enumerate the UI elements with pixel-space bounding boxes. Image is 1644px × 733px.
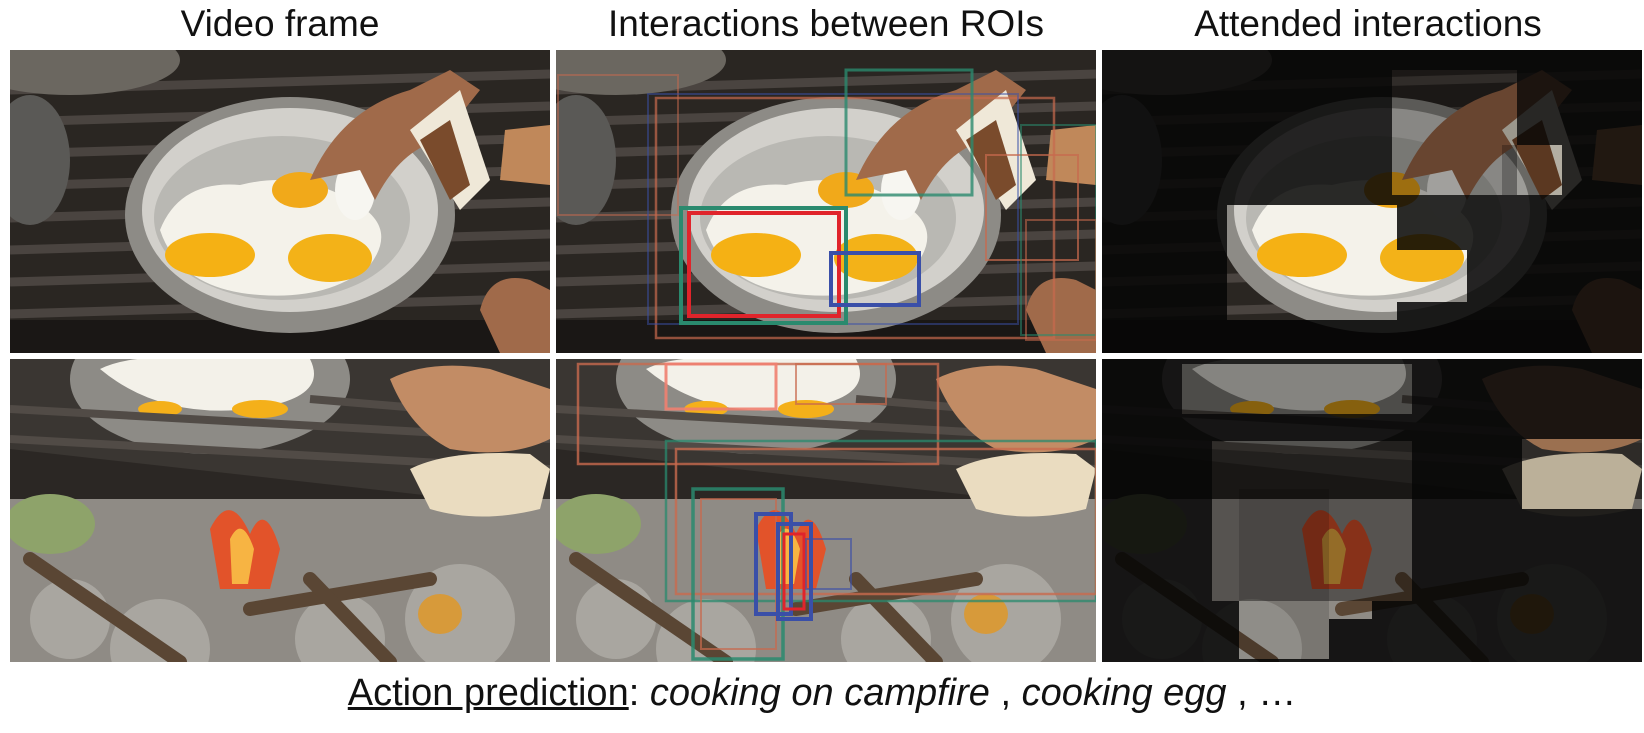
caption-separator-1: ,: [989, 672, 1022, 714]
title-attended: Attended interactions: [1194, 3, 1542, 44]
roi-box: [687, 211, 841, 318]
roi-box: [754, 512, 793, 616]
roi-box: [674, 447, 1096, 596]
roi-interactions-top: [556, 50, 1096, 353]
roi-box: [654, 96, 1056, 340]
roi-box: [1025, 219, 1096, 341]
roi-interactions-bottom: [556, 359, 1096, 662]
roi-box: [664, 439, 1096, 603]
roi-box: [557, 74, 679, 216]
roi-box: [829, 251, 921, 307]
roi-box: [805, 538, 852, 590]
roi-box: [1020, 124, 1096, 336]
roi-box: [776, 522, 813, 621]
roi-box: [679, 206, 848, 325]
caption-colon: :: [628, 672, 650, 714]
video-frame-top: [10, 50, 550, 353]
attended-interactions-top: [1102, 50, 1642, 353]
prediction-item-1: cooking on campfire: [649, 672, 990, 714]
roi-box: [795, 363, 887, 405]
roi-box: [782, 532, 806, 611]
roi-box: [844, 68, 974, 197]
caption-separator-2: ,: [1226, 672, 1259, 714]
title-video-frame: Video frame: [180, 3, 380, 44]
action-prediction-caption: Action prediction: cooking on campfire ,…: [0, 672, 1644, 715]
action-prediction-label: Action prediction: [347, 672, 629, 714]
video-frame-bottom: [10, 359, 550, 662]
attended-interactions-bottom: [1102, 359, 1642, 662]
caption-ellipsis: …: [1258, 672, 1297, 714]
roi-box: [985, 154, 1079, 261]
prediction-item-2: cooking egg: [1021, 672, 1227, 714]
title-interactions: Interactions between ROIs: [608, 3, 1044, 44]
roi-box: [664, 362, 778, 411]
